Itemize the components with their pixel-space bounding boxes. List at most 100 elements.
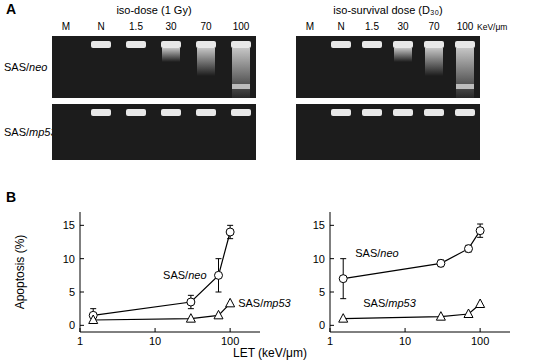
gel-smear <box>197 48 215 76</box>
y-tick <box>330 225 334 226</box>
gel-well <box>196 109 216 116</box>
gel <box>52 36 256 98</box>
x-tick-label: 10 <box>149 335 161 347</box>
error-bar <box>466 245 472 252</box>
lane-label: M <box>62 21 70 32</box>
series-label: SAS/mp53 <box>363 297 416 309</box>
gel-band <box>232 84 250 89</box>
marker <box>226 228 234 236</box>
panel-letter: B <box>6 189 16 205</box>
gel <box>296 36 480 98</box>
axis-title: LET (keV/μm) <box>233 346 307 360</box>
lane-label: 100 <box>457 21 474 32</box>
series-line <box>93 232 230 315</box>
gel-well <box>393 109 413 116</box>
lane-label: 70 <box>428 21 440 32</box>
x-tick <box>80 328 81 332</box>
x-tick <box>230 328 231 332</box>
marker <box>226 298 235 307</box>
marker <box>339 275 347 283</box>
y-tick-label: 5 <box>319 286 325 298</box>
error-bar <box>438 260 444 267</box>
y-tick-label: 10 <box>63 253 75 265</box>
y-tick <box>80 258 84 259</box>
series-label: SAS/mp53 <box>238 297 291 309</box>
gel-well <box>331 41 351 48</box>
gel-band <box>456 84 474 89</box>
lane-label: M <box>306 21 314 32</box>
gel-smear <box>456 48 474 102</box>
y-tick <box>330 325 334 326</box>
marker <box>436 312 445 321</box>
series-label: SAS/mp53 <box>4 126 57 138</box>
series-label: SAS/neo <box>355 247 398 259</box>
marker <box>464 309 473 318</box>
x-tick-label: 100 <box>221 335 239 347</box>
x-axis <box>80 332 260 333</box>
lane-label: 30 <box>397 21 409 32</box>
column-title: iso-survival dose (D₃₀) <box>333 4 442 16</box>
plot-area <box>89 225 235 323</box>
marker <box>215 271 223 279</box>
gel-well <box>331 109 351 116</box>
x-tick <box>480 328 481 332</box>
marker <box>437 259 445 267</box>
y-tick-label: 15 <box>63 219 75 231</box>
gel-well <box>362 41 382 48</box>
marker <box>339 314 348 323</box>
y-tick-label: 0 <box>319 319 325 331</box>
series-line <box>343 231 480 279</box>
x-tick-label: 100 <box>471 335 489 347</box>
x-tick <box>330 328 331 332</box>
lane-label: N <box>97 21 104 32</box>
lane-label: 1.5 <box>365 21 379 32</box>
x-axis <box>330 332 510 333</box>
y-tick <box>80 225 84 226</box>
y-tick <box>330 292 334 293</box>
lane-unit: KeV/μm <box>477 22 507 32</box>
gel-well <box>424 41 444 48</box>
y-tick-label: 15 <box>313 219 325 231</box>
panel-letter: A <box>6 1 16 17</box>
marker <box>465 245 473 253</box>
x-tick-label: 10 <box>399 335 411 347</box>
y-tick <box>80 325 84 326</box>
marker <box>186 314 195 323</box>
y-tick <box>330 258 334 259</box>
x-tick-label: 1 <box>327 335 333 347</box>
gel-smear <box>394 48 412 62</box>
lane-label: 1.5 <box>129 21 143 32</box>
figure: A SAS/neo SAS/mp53 iso-dose (1 Gy) M N 1.5 30 70… <box>0 0 538 361</box>
gel-well <box>231 109 251 116</box>
gel-well <box>196 41 216 48</box>
lane-label: N <box>337 21 344 32</box>
y-axis <box>330 212 331 332</box>
gel-well <box>91 41 111 48</box>
gel-well <box>455 41 475 48</box>
x-tick <box>405 328 406 332</box>
series-label: SAS/neo <box>4 61 47 73</box>
error-bar <box>477 224 483 237</box>
y-tick-label: 5 <box>69 286 75 298</box>
gel-smear <box>425 48 443 76</box>
lane-label: 30 <box>165 21 177 32</box>
gel <box>52 104 256 160</box>
y-tick <box>80 292 84 293</box>
chart: 051015110100SAS/neoSAS/mp53 <box>63 212 292 347</box>
error-bar <box>188 295 194 308</box>
error-bar <box>340 259 346 299</box>
gel-well <box>126 109 146 116</box>
marker <box>476 227 484 235</box>
plot-area <box>339 224 485 322</box>
lane-label: 100 <box>233 21 250 32</box>
column-title: iso-dose (1 Gy) <box>116 4 191 16</box>
error-bar <box>227 225 233 238</box>
marker <box>187 298 195 306</box>
x-tick-label: 1 <box>77 335 83 347</box>
x-tick <box>155 328 156 332</box>
gel-well <box>424 109 444 116</box>
gel-well <box>161 41 181 48</box>
gel-well <box>231 41 251 48</box>
series-label: SAS/neo <box>163 269 206 281</box>
y-axis <box>80 212 81 332</box>
